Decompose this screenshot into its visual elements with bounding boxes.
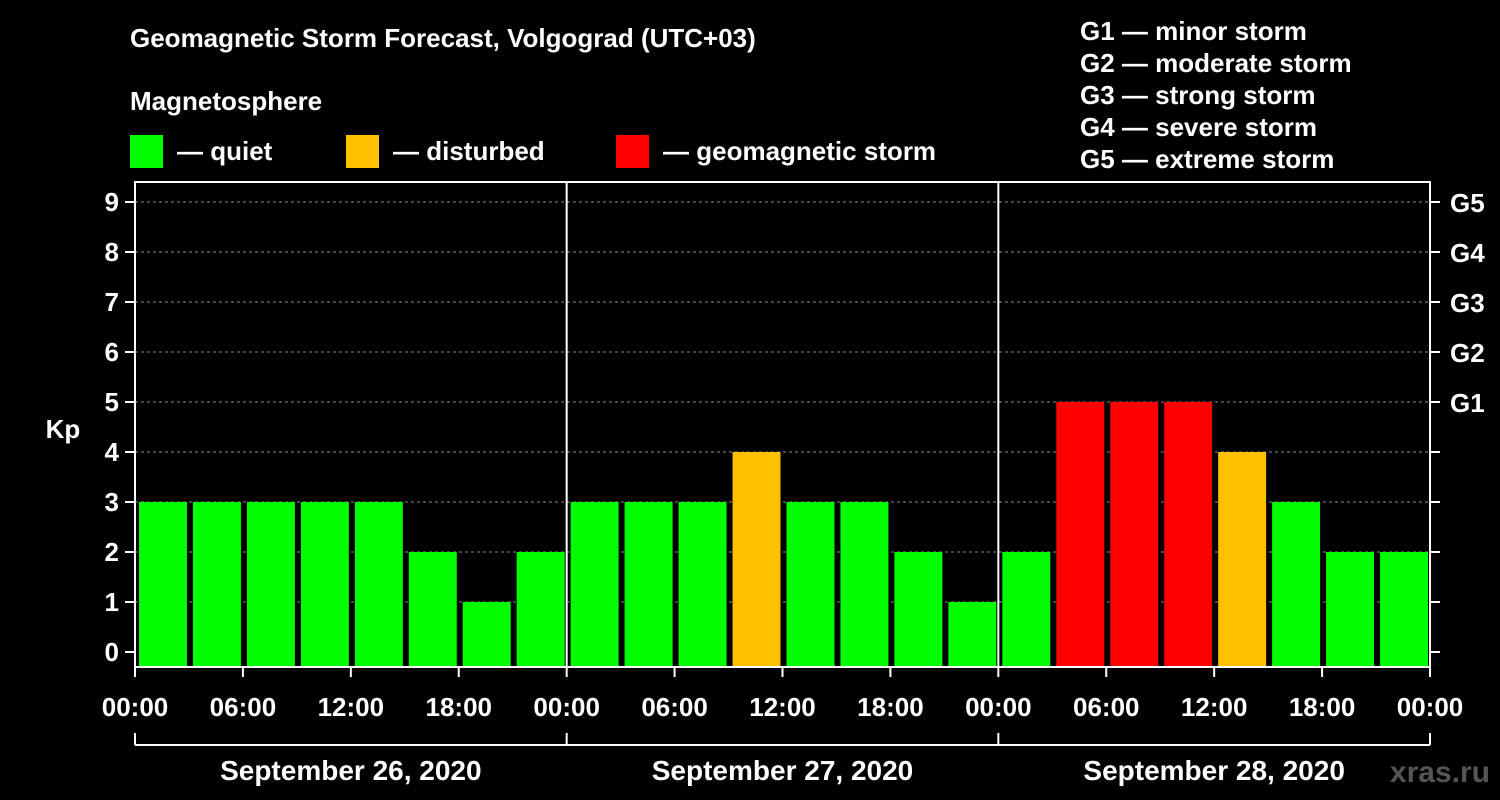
storm-scale-g5: G5 — extreme storm — [1080, 144, 1335, 174]
y-tick-label: 2 — [105, 537, 119, 567]
x-tick-label: 18:00 — [426, 692, 493, 722]
right-tick-label: G4 — [1450, 238, 1485, 268]
y-axis-label: Kp — [46, 414, 81, 444]
legend-label-storm: — geomagnetic storm — [663, 135, 937, 166]
storm-scale-g3: G3 — strong storm — [1080, 80, 1316, 110]
x-tick-label: 00:00 — [965, 692, 1032, 722]
y-tick-label: 9 — [105, 187, 119, 217]
kp-bar — [948, 602, 997, 667]
x-tick-label: 06:00 — [1073, 692, 1140, 722]
x-tick-label: 12:00 — [318, 692, 385, 722]
x-tick-label: 00:00 — [1397, 692, 1464, 722]
kp-bar — [624, 502, 673, 667]
kp-bar — [354, 502, 403, 667]
y-tick-label: 7 — [105, 287, 119, 317]
kp-bar — [1272, 502, 1321, 667]
kp-bar — [1164, 402, 1213, 667]
x-tick-label: 00:00 — [533, 692, 600, 722]
y-tick-label: 4 — [105, 437, 120, 467]
day-label: September 28, 2020 — [1083, 755, 1345, 786]
right-tick-label: G5 — [1450, 188, 1485, 218]
kp-bar — [840, 502, 889, 667]
kp-bar — [894, 552, 943, 667]
kp-bar — [139, 502, 187, 667]
legend-storm: — geomagnetic storm — [616, 134, 936, 168]
legend-label-quiet: — quiet — [177, 135, 273, 166]
x-tick-label: 00:00 — [102, 692, 169, 722]
legend-disturbed: — disturbed — [346, 134, 545, 168]
y-tick-label: 8 — [105, 237, 119, 267]
kp-bar — [516, 552, 565, 667]
x-tick-label: 12:00 — [749, 692, 816, 722]
chart-subtitle: Magnetosphere — [130, 86, 323, 116]
kp-bar — [300, 502, 349, 667]
legend-swatch-disturbed — [346, 134, 379, 168]
watermark: xras.ru — [1389, 756, 1490, 789]
legend-quiet: — quiet — [130, 134, 272, 168]
kp-bar — [1110, 402, 1159, 667]
y-tick-label: 6 — [105, 337, 119, 367]
x-tick-label: 18:00 — [857, 692, 924, 722]
storm-scale-legend: G1 — minor storm G2 — moderate storm G3 … — [1080, 15, 1352, 175]
kp-bar — [246, 502, 295, 667]
y-tick-label: 5 — [105, 387, 119, 417]
right-tick-label: G2 — [1450, 338, 1485, 368]
kp-bar — [1326, 552, 1375, 667]
kp-bar — [786, 502, 835, 667]
storm-scale-g1: G1 — minor storm — [1080, 16, 1307, 46]
day-label: September 27, 2020 — [652, 755, 914, 786]
kp-bar — [732, 452, 781, 667]
kp-bar — [570, 502, 619, 667]
legend-swatch-storm — [616, 134, 649, 168]
right-tick-label: G3 — [1450, 288, 1485, 318]
storm-scale-g2: G2 — moderate storm — [1080, 48, 1352, 78]
kp-bar — [462, 602, 511, 667]
kp-bar — [408, 552, 457, 667]
storm-scale-g4: G4 — severe storm — [1080, 112, 1318, 142]
legend-label-disturbed: — disturbed — [393, 135, 545, 166]
x-tick-label: 18:00 — [1289, 692, 1356, 722]
y-tick-label: 3 — [105, 487, 119, 517]
x-tick-label: 06:00 — [210, 692, 277, 722]
kp-bar — [192, 502, 241, 667]
kp-bar — [678, 502, 727, 667]
kp-bar — [1218, 452, 1267, 667]
right-tick-label: G1 — [1450, 388, 1485, 418]
y-tick-label: 1 — [105, 587, 119, 617]
kp-bar — [1056, 402, 1105, 667]
legend-swatch-quiet — [130, 134, 163, 168]
x-tick-label: 12:00 — [1181, 692, 1248, 722]
kp-bar — [1380, 552, 1428, 667]
kp-bar — [1002, 552, 1051, 667]
chart-title: Geomagnetic Storm Forecast, Volgograd (U… — [130, 23, 756, 53]
x-tick-label: 06:00 — [641, 692, 708, 722]
y-tick-label: 0 — [105, 637, 119, 667]
day-label: September 26, 2020 — [220, 755, 482, 786]
